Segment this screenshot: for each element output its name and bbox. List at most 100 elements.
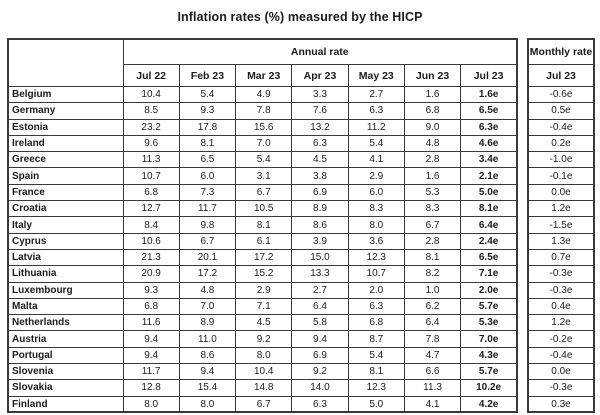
column-header: Mar 23: [235, 64, 293, 87]
country-label: Ireland: [7, 134, 124, 153]
country-label: Greece: [7, 151, 124, 169]
annual-rate-value: 14.0: [291, 379, 349, 397]
annual-rate-value: 9.2: [291, 363, 349, 381]
annual-rate-value: 14.8: [235, 379, 293, 397]
annual-rate-value: 8.7: [347, 330, 405, 348]
annual-rate-value: 4.1: [347, 151, 405, 169]
monthly-rate-group-header: Monthly rate: [527, 38, 595, 65]
annual-rate-value: 5.7e: [460, 297, 518, 316]
annual-rate-value: 4.6e: [460, 134, 518, 153]
table-row: Finland 8.0 8.0 6.7 6.3 5.0 4.1 4.2e: [7, 395, 518, 413]
annual-rate-value: 13.3: [291, 265, 349, 283]
annual-rate-value: 6.9: [291, 183, 349, 202]
annual-rate-value: 8.0: [347, 216, 405, 234]
annual-rate-value: 6.4e: [460, 216, 518, 234]
annual-rate-value: 8.4: [122, 216, 180, 234]
annual-rate-value: 4.2e: [460, 395, 518, 413]
annual-rate-value: 4.8: [178, 281, 237, 299]
annual-rate-value: 6.3e: [460, 118, 518, 136]
annual-rate-value: 9.4: [122, 346, 180, 365]
table-row: 0.4e: [527, 297, 595, 316]
annual-rate-value: 17.2: [235, 248, 293, 267]
annual-rate-value: 11.7: [178, 200, 237, 218]
column-header: Jun 23: [403, 64, 462, 87]
annual-rate-value: 9.2: [235, 330, 293, 348]
table-row: 0.2e: [527, 134, 595, 153]
country-label: Slovakia: [7, 379, 124, 397]
annual-rate-value: 6.3: [291, 395, 349, 413]
country-label: Italy: [7, 216, 124, 234]
annual-rate-value: 4.5: [235, 314, 293, 332]
annual-rate-value: 9.0: [403, 118, 462, 136]
country-label: Malta: [7, 297, 124, 316]
annual-rate-value: 3.4e: [460, 151, 518, 169]
annual-rate-value: 20.9: [122, 265, 180, 283]
annual-rate-value: 5.4: [235, 151, 293, 169]
table-row: Latvia 21.3 20.1 17.2 15.0 12.3 8.1 6.5e: [7, 248, 518, 267]
table-row: -1.0e: [527, 151, 595, 169]
annual-rate-value: 7.0e: [460, 330, 518, 348]
annual-rate-value: 8.9: [178, 314, 237, 332]
annual-rate-value: 6.2: [403, 297, 462, 316]
monthly-rate-value: -0.4e: [527, 346, 595, 365]
table-row: Spain 10.7 6.0 3.1 3.8 2.9 1.6 2.1e: [7, 167, 518, 185]
annual-rate-value: 7.8: [235, 102, 293, 120]
monthly-rate-value: -0.3e: [527, 265, 595, 283]
annual-rate-value: 2.0: [347, 281, 405, 299]
country-label: Germany: [7, 102, 124, 120]
monthly-rate-value: 0.2e: [527, 134, 595, 153]
annual-rate-group-header: Annual rate: [122, 38, 518, 65]
annual-rate-value: 6.5e: [460, 102, 518, 120]
annual-rate-value: 6.5: [178, 151, 237, 169]
annual-rate-value: 9.6: [122, 134, 180, 153]
annual-rate-value: 8.0: [122, 395, 180, 413]
table-row: France 6.8 7.3 6.7 6.9 6.0 5.3 5.0e: [7, 183, 518, 202]
annual-rate-value: 4.9: [235, 85, 293, 104]
annual-rate-value: 10.7: [122, 167, 180, 185]
table-row: -0.3e: [527, 379, 595, 397]
annual-rate-value: 4.1: [403, 395, 462, 413]
annual-rate-value: 17.2: [178, 265, 237, 283]
column-header: Feb 23: [178, 64, 237, 87]
annual-rate-value: 21.3: [122, 248, 180, 267]
annual-rate-value: 1.6: [403, 167, 462, 185]
monthly-rate-value: -0.3e: [527, 379, 595, 397]
table-row: -0.2e: [527, 330, 595, 348]
monthly-rate-value: 1.3e: [527, 232, 595, 250]
annual-rate-value: 5.4: [347, 346, 405, 365]
country-label: Spain: [7, 167, 124, 185]
annual-rate-value: 2.7: [347, 85, 405, 104]
table-row: 1.2e: [527, 200, 595, 218]
table-row: 0.3e: [527, 395, 595, 413]
table-row: 0.0e: [527, 183, 595, 202]
annual-rate-value: 10.4: [122, 85, 180, 104]
annual-rate-value: 15.6: [235, 118, 293, 136]
annual-rate-value: 20.1: [178, 248, 237, 267]
table-row: Belgium 10.4 5.4 4.9 3.3 2.7 1.6 1.6e: [7, 85, 518, 104]
annual-rate-value: 6.8: [122, 297, 180, 316]
annual-rate-value: 7.3: [178, 183, 237, 202]
page-title: Inflation rates (%) measured by the HICP: [177, 10, 423, 24]
annual-rate-value: 6.7: [235, 183, 293, 202]
table-row: Austria 9.4 11.0 9.2 9.4 8.7 7.8 7.0e: [7, 330, 518, 348]
country-label: Lithuania: [7, 265, 124, 283]
annual-rate-value: 2.4e: [460, 232, 518, 250]
table-row: 1.3e: [527, 232, 595, 250]
table-row: Slovakia 12.8 15.4 14.8 14.0 12.3 11.3 10.2e: [7, 379, 518, 397]
annual-rate-value: 2.9: [235, 281, 293, 299]
country-label: Finland: [7, 395, 124, 413]
annual-rate-value: 6.5e: [460, 248, 518, 267]
country-label: Portugal: [7, 346, 124, 365]
annual-rate-value: 12.3: [347, 379, 405, 397]
annual-rate-value: 5.4: [347, 134, 405, 153]
country-label: Estonia: [7, 118, 124, 136]
annual-rate-value: 8.0: [235, 346, 293, 365]
annual-rate-value: 10.2e: [460, 379, 518, 397]
annual-rate-value: 10.6: [122, 232, 180, 250]
annual-rate-value: 15.0: [291, 248, 349, 267]
monthly-rate-value: 1.2e: [527, 200, 595, 218]
country-label: Austria: [7, 330, 124, 348]
column-header: May 23: [347, 64, 405, 87]
column-header: Apr 23: [291, 64, 349, 87]
country-label: Luxembourg: [7, 281, 124, 299]
